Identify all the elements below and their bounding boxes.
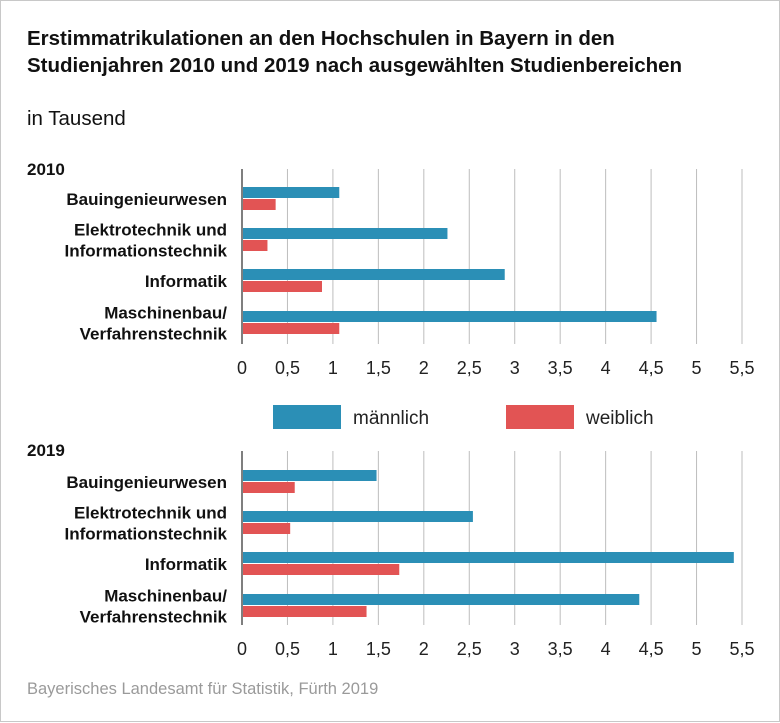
- x-tick-label: 4: [601, 358, 611, 378]
- category-label: Bauingenieurwesen: [66, 190, 227, 209]
- legend-swatch-weiblich: [506, 405, 574, 429]
- bar-weiblich: [243, 281, 322, 292]
- x-tick-label: 5: [692, 639, 702, 659]
- bar-weiblich: [243, 606, 367, 617]
- x-tick-label: 4,5: [639, 358, 664, 378]
- x-tick-label: 3,5: [548, 639, 573, 659]
- x-tick-label: 1: [328, 358, 338, 378]
- legend-swatch-maennlich: [273, 405, 341, 429]
- bar-weiblich: [243, 323, 340, 334]
- bar-maennlich: [243, 552, 734, 563]
- bar-weiblich: [243, 199, 276, 210]
- x-tick-label: 5,5: [729, 358, 754, 378]
- x-tick-label: 1,5: [366, 358, 391, 378]
- x-tick-label: 5: [692, 358, 702, 378]
- bar-weiblich: [243, 482, 295, 493]
- bar-weiblich: [243, 240, 268, 251]
- panel-label-2019: 2019: [27, 441, 65, 460]
- category-label: Informationstechnik: [65, 525, 228, 544]
- legend-label-weiblich: weiblich: [585, 408, 654, 429]
- source-note: Bayerisches Landesamt für Statistik, Für…: [27, 680, 379, 698]
- x-tick-label: 0: [237, 358, 247, 378]
- panel-label-2010: 2010: [27, 160, 65, 179]
- category-label: Verfahrenstechnik: [80, 325, 228, 344]
- category-label: Maschinenbau/: [104, 304, 227, 323]
- bar-maennlich: [243, 228, 448, 239]
- x-tick-label: 1,5: [366, 639, 391, 659]
- bar-weiblich: [243, 523, 291, 534]
- x-tick-label: 0,5: [275, 639, 300, 659]
- legend-label-maennlich: männlich: [353, 408, 429, 429]
- bar-maennlich: [243, 269, 505, 280]
- x-tick-label: 0: [237, 639, 247, 659]
- bar-maennlich: [243, 511, 473, 522]
- category-label: Maschinenbau/: [104, 587, 227, 606]
- category-label: Elektrotechnik und: [74, 221, 227, 240]
- bar-maennlich: [243, 187, 340, 198]
- bar-weiblich: [243, 564, 400, 575]
- x-tick-label: 2: [419, 358, 429, 378]
- x-tick-label: 4,5: [639, 639, 664, 659]
- x-tick-label: 1: [328, 639, 338, 659]
- x-tick-label: 3,5: [548, 358, 573, 378]
- x-tick-label: 2,5: [457, 639, 482, 659]
- bar-maennlich: [243, 470, 377, 481]
- category-label: Bauingenieurwesen: [66, 473, 227, 492]
- x-tick-label: 3: [510, 358, 520, 378]
- chart-title: Erstimmatrikulationen an den Hochschulen…: [27, 27, 683, 77]
- x-tick-label: 2,5: [457, 358, 482, 378]
- category-label: Verfahrenstechnik: [80, 608, 228, 627]
- x-tick-label: 4: [601, 639, 611, 659]
- x-tick-label: 3: [510, 639, 520, 659]
- x-tick-label: 5,5: [729, 639, 754, 659]
- x-tick-label: 2: [419, 639, 429, 659]
- bar-maennlich: [243, 594, 640, 605]
- x-tick-label: 0,5: [275, 358, 300, 378]
- category-label: Informationstechnik: [65, 242, 228, 261]
- chart-subtitle: in Tausend: [27, 107, 126, 130]
- category-label: Informatik: [145, 555, 228, 574]
- category-label: Elektrotechnik und: [74, 504, 227, 523]
- category-label: Informatik: [145, 272, 228, 291]
- bar-maennlich: [243, 311, 657, 322]
